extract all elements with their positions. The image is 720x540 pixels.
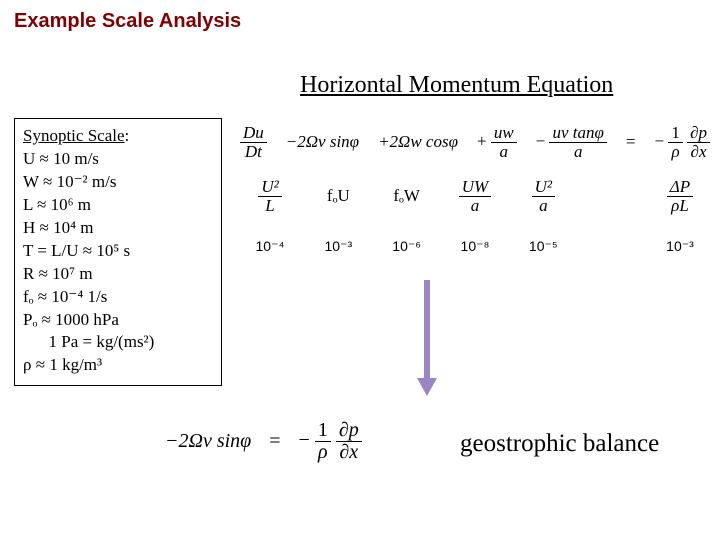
syn-rho: ρ ≈ 1 kg/m³ (23, 355, 102, 374)
magnitudes-row: 10⁻⁴ 10⁻³ 10⁻⁶ 10⁻⁸ 10⁻⁵ = 10⁻³ (240, 238, 710, 255)
geo-lhs: −2Ωv sinφ (165, 430, 251, 453)
mag-3: 10⁻⁶ (377, 238, 437, 255)
mag-2: 10⁻³ (308, 238, 368, 255)
scale-U2a: U²a (513, 178, 573, 215)
term-uw-a: + uwa (477, 124, 517, 161)
mag-5: 10⁻⁵ (513, 238, 573, 255)
term-coriolis-v: −2Ωv sinφ (286, 132, 359, 152)
syn-U: U ≈ 10 m/s (23, 149, 99, 168)
scale-UWa: UWa (445, 178, 505, 215)
syn-L: L ≈ 10⁶ m (23, 195, 91, 214)
term-DuDt: DuDt (240, 124, 267, 161)
slide-title: Example Scale Analysis (14, 10, 241, 33)
arrow-down-icon (420, 280, 434, 400)
term-uvtan-a: − uv tanφa (536, 124, 607, 161)
synoptic-heading: Synoptic Scale (23, 126, 125, 145)
syn-T: T = L/U ≈ 10⁵ s (23, 241, 130, 260)
syn-f: fₒ ≈ 10⁻⁴ 1/s (23, 287, 107, 306)
geo-rhs: − 1ρ ∂p∂x (299, 420, 362, 463)
scale-terms-row: U²L fₒU fₒW UWa U²a = ΔPρL (240, 178, 710, 215)
geo-equals: = (269, 430, 280, 453)
syn-R: R ≈ 10⁷ m (23, 264, 93, 283)
scale-fW: fₒW (377, 186, 437, 206)
syn-Pa: 1 Pa = kg/(ms²) (23, 332, 154, 351)
term-pressure: − 1ρ ∂p∂x (654, 124, 710, 161)
scale-U2L: U²L (240, 178, 300, 215)
synoptic-scale-box: Synoptic Scale: U ≈ 10 m/s W ≈ 10⁻² m/s … (14, 118, 222, 386)
syn-P: Pₒ ≈ 1000 hPa (23, 310, 119, 329)
geostrophic-balance-label: geostrophic balance (460, 430, 659, 458)
term-coriolis-w: +2Ωw cosφ (378, 132, 458, 152)
equation-header: Horizontal Momentum Equation (300, 72, 613, 99)
syn-H: H ≈ 10⁴ m (23, 218, 94, 237)
momentum-equation-row: DuDt −2Ωv sinφ +2Ωw cosφ + uwa − uv tanφ… (240, 124, 710, 161)
mag-1: 10⁻⁴ (240, 238, 300, 255)
term-equals: = (626, 132, 636, 152)
mag-6: 10⁻³ (650, 238, 710, 255)
geostrophic-equation: −2Ωv sinφ = − 1ρ ∂p∂x (165, 420, 362, 463)
scale-fU: fₒU (308, 186, 368, 206)
scale-dPrhoL: ΔPρL (650, 178, 710, 215)
mag-4: 10⁻⁸ (445, 238, 505, 255)
syn-W: W ≈ 10⁻² m/s (23, 172, 116, 191)
